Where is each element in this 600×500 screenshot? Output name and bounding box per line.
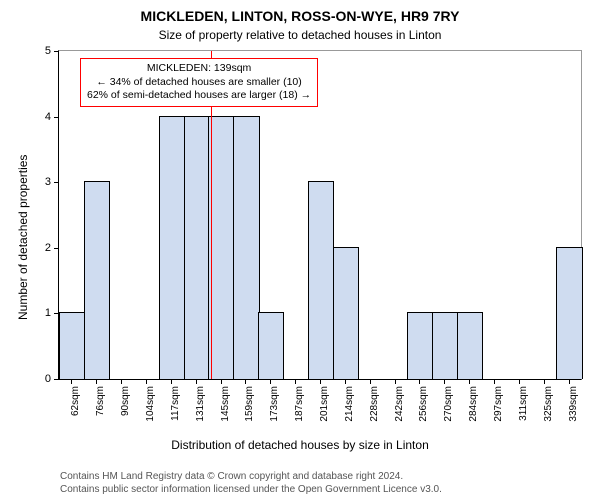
callout-line2: ← 34% of detached houses are smaller (10… [87, 76, 311, 90]
footer-attribution: Contains HM Land Registry data © Crown c… [60, 470, 442, 496]
x-tick [494, 379, 495, 384]
bar [233, 116, 259, 379]
bar [556, 247, 582, 379]
y-tick [54, 182, 59, 183]
x-tick [370, 379, 371, 384]
x-tick-label: 214sqm [344, 386, 355, 431]
x-tick-label: 311sqm [518, 386, 529, 431]
x-tick-label: 187sqm [294, 386, 305, 431]
x-tick [196, 379, 197, 384]
x-tick-label: 256sqm [418, 386, 429, 431]
x-tick [245, 379, 246, 384]
chart-title: MICKLEDEN, LINTON, ROSS-ON-WYE, HR9 7RY [0, 8, 600, 24]
x-tick [569, 379, 570, 384]
bar [59, 312, 85, 379]
x-tick [395, 379, 396, 384]
x-tick [444, 379, 445, 384]
x-tick [96, 379, 97, 384]
y-tick-label: 5 [45, 45, 51, 57]
x-tick [71, 379, 72, 384]
footer-line1: Contains HM Land Registry data © Crown c… [60, 470, 442, 483]
x-tick-label: 62sqm [70, 386, 81, 431]
x-tick [295, 379, 296, 384]
callout-line3: 62% of semi-detached houses are larger (… [87, 89, 311, 103]
x-tick [345, 379, 346, 384]
x-axis-label: Distribution of detached houses by size … [0, 438, 600, 452]
y-tick [54, 248, 59, 249]
x-tick-label: 131sqm [195, 386, 206, 431]
x-tick [544, 379, 545, 384]
chart-subtitle: Size of property relative to detached ho… [0, 28, 600, 42]
x-tick-label: 76sqm [95, 386, 106, 431]
y-tick-label: 0 [45, 373, 51, 385]
y-axis-label: Number of detached properties [16, 155, 30, 320]
x-tick-label: 270sqm [443, 386, 454, 431]
bar [333, 247, 359, 379]
y-tick [54, 117, 59, 118]
bar [258, 312, 284, 379]
bar [159, 116, 185, 379]
x-tick [519, 379, 520, 384]
x-tick-label: 325sqm [543, 386, 554, 431]
bar [184, 116, 210, 379]
x-tick-label: 339sqm [568, 386, 579, 431]
x-tick [121, 379, 122, 384]
x-tick-label: 159sqm [244, 386, 255, 431]
bar [432, 312, 458, 379]
bar [308, 181, 334, 379]
bar [208, 116, 234, 379]
chart-container: MICKLEDEN, LINTON, ROSS-ON-WYE, HR9 7RY … [0, 0, 600, 500]
y-tick [54, 51, 59, 52]
callout-line1: MICKLEDEN: 139sqm [87, 62, 311, 76]
marker-callout: MICKLEDEN: 139sqm ← 34% of detached hous… [80, 58, 318, 107]
bar [457, 312, 483, 379]
footer-line2: Contains public sector information licen… [60, 483, 442, 496]
x-tick-label: 242sqm [394, 386, 405, 431]
bar [84, 181, 110, 379]
x-tick [221, 379, 222, 384]
y-tick-label: 1 [45, 307, 51, 319]
x-tick-label: 297sqm [493, 386, 504, 431]
x-tick-label: 173sqm [269, 386, 280, 431]
x-tick-label: 284sqm [468, 386, 479, 431]
y-tick-label: 2 [45, 242, 51, 254]
y-tick-label: 4 [45, 111, 51, 123]
y-tick-label: 3 [45, 176, 51, 188]
x-tick-label: 117sqm [170, 386, 181, 431]
bar [407, 312, 433, 379]
x-tick [469, 379, 470, 384]
x-tick [270, 379, 271, 384]
x-tick [320, 379, 321, 384]
y-tick [54, 379, 59, 380]
x-tick-label: 228sqm [369, 386, 380, 431]
x-tick-label: 145sqm [220, 386, 231, 431]
x-tick [171, 379, 172, 384]
x-tick-label: 104sqm [145, 386, 156, 431]
x-tick [419, 379, 420, 384]
x-tick [146, 379, 147, 384]
x-tick-label: 90sqm [120, 386, 131, 431]
x-tick-label: 201sqm [319, 386, 330, 431]
